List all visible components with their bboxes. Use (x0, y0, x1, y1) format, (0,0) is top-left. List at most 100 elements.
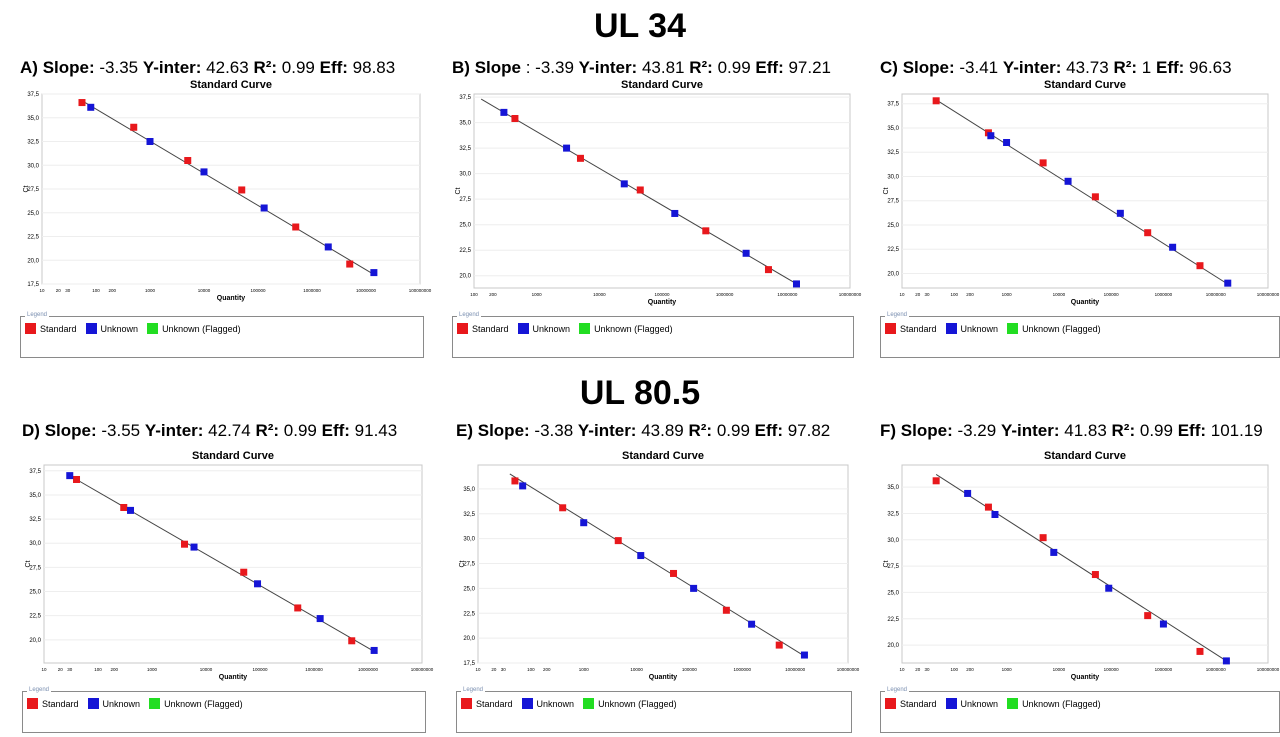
unknown-point (1159, 620, 1167, 628)
y-tick-label: 30,0 (27, 163, 39, 169)
yinter-value: 42.63 (206, 58, 249, 77)
y-tick-label: 25,0 (463, 586, 475, 592)
unknown-point (671, 209, 679, 217)
standard-curve-svg: Standard Curve 20,0 22,5 25,0 27,5 30,0 32,5 35… (455, 79, 862, 306)
y-tick-label: 35,0 (887, 126, 899, 132)
legend-items: Standard Unknown Unknown (Flagged) (461, 698, 686, 709)
standard-point (670, 569, 678, 577)
y-tick-label: 32,5 (29, 517, 41, 523)
y-tick-label: 27,5 (463, 562, 475, 568)
y-axis-label: Ct (25, 560, 32, 567)
x-tick-label: 1000 (532, 292, 543, 297)
slope-label: Slope: (900, 421, 953, 440)
legend-label: Unknown (Flagged) (1022, 698, 1101, 709)
x-tick-label: 200 (108, 288, 116, 293)
legend-item: Unknown (945, 323, 998, 334)
y-tick-label: 30,0 (463, 537, 475, 543)
standard-curve-svg: Standard Curve 20,0 22,5 25,0 27,5 30,0 32,5 35… (883, 450, 1280, 681)
legend-item: Unknown (Flagged) (579, 323, 673, 334)
standard-point (932, 477, 940, 485)
unknown-point (637, 552, 645, 560)
unknown-point (987, 132, 995, 140)
standard-point (722, 606, 730, 614)
standard-point (238, 186, 246, 194)
x-tick-label: 100000000 (411, 667, 434, 672)
x-axis-label: Quantity (217, 295, 245, 302)
legend-item: Unknown (Flagged) (147, 323, 241, 334)
y-axis-label: Ct (459, 560, 466, 567)
x-axis-label: Quantity (219, 674, 247, 681)
y-tick-label: 30,0 (887, 538, 899, 544)
chart-title: Standard Curve (1044, 79, 1126, 91)
legend-item: Unknown (521, 698, 574, 709)
x-tick-label: 1000 (579, 667, 590, 672)
y-tick-label: 32,5 (27, 140, 39, 146)
yinter-value: 43.73 (1066, 58, 1109, 77)
y-tick-label: 35,0 (887, 485, 899, 491)
legend-title: Legend (25, 312, 50, 318)
y-tick-label: 35,0 (27, 116, 39, 122)
standard-point (984, 503, 992, 511)
panel-letter: C) (880, 58, 898, 77)
legend-swatch (517, 323, 529, 334)
x-tick-label: 1000000 (1155, 667, 1173, 672)
y-tick-label: 20,0 (29, 638, 41, 644)
y-tick-label: 27,5 (459, 197, 471, 203)
standard-point (932, 97, 940, 105)
x-tick-label: 100000 (1104, 292, 1120, 297)
x-tick-label: 1000000 (303, 288, 321, 293)
unknown-point (792, 280, 800, 288)
standard-point (78, 99, 86, 107)
standard-curve-chart: Standard Curve 20,0 22,5 25,0 27,5 30,0 32,5 35… (880, 450, 1280, 689)
standard-point (775, 641, 783, 649)
r2-label: R²: (688, 421, 713, 440)
y-tick-label: 30,0 (459, 172, 471, 178)
chart-panel: A) Slope: -3.35 Y-inter: 42.63 R²: 0.99 … (20, 58, 432, 362)
legend-label: Standard (40, 323, 77, 334)
x-tick-label: 100 (951, 292, 959, 297)
plot-area (901, 93, 1269, 289)
x-tick-label: 30 (65, 288, 71, 293)
eff-value: 97.21 (788, 58, 832, 77)
legend-box: Legend Standard Unknown Unknown (Flagged) (880, 312, 1280, 358)
standard-curve-svg: Standard Curve 20,0 22,5 25,0 27,5 30,0 32,5 35… (25, 450, 434, 681)
eff-value: 101.19 (1210, 421, 1263, 440)
legend-items: Standard Unknown Unknown (Flagged) (27, 698, 252, 709)
y-tick-label: 22,5 (887, 617, 899, 623)
legend-label: Unknown (102, 698, 141, 709)
x-tick-label: 100000000 (1257, 667, 1280, 672)
x-tick-label: 200 (966, 667, 974, 672)
x-tick-label: 10000 (1053, 667, 1066, 672)
legend-title: Legend (885, 312, 910, 318)
panel-caption: E) Slope: -3.38 Y-inter: 43.89 R²: 0.99 … (456, 421, 830, 441)
y-tick-label: 20,0 (887, 271, 899, 277)
x-tick-label: 200 (543, 667, 551, 672)
legend-items: Standard Unknown Unknown (Flagged) (25, 323, 250, 334)
r2-label: R²: (689, 58, 713, 77)
legend-swatch (87, 698, 99, 709)
eff-label: Eff: (319, 58, 348, 77)
eff-label: Eff: (1177, 421, 1207, 440)
y-tick-label: 20,0 (459, 274, 471, 280)
standard-point (240, 568, 248, 576)
x-axis-label: Quantity (1071, 299, 1099, 306)
panel-letter: D) (22, 421, 40, 440)
standard-point (1144, 229, 1152, 237)
x-tick-label: 100000 (1104, 667, 1120, 672)
legend-items: Standard Unknown Unknown (Flagged) (885, 698, 1110, 709)
y-tick-label: 22,5 (887, 247, 899, 253)
x-tick-label: 1000 (1002, 292, 1013, 297)
x-tick-label: 10 (475, 667, 481, 672)
y-tick-label: 35,0 (29, 493, 41, 499)
chart-panel: F) Slope: -3.29 Y-inter: 41.83 R²: 0.99 … (880, 421, 1280, 737)
y-tick-label: 30,0 (887, 174, 899, 180)
legend-item: Unknown (87, 698, 141, 709)
panel-letter: A) (20, 58, 38, 77)
standard-point (130, 123, 138, 131)
unknown-point (1169, 243, 1177, 251)
legend-swatch (1007, 698, 1019, 709)
legend-title: Legend (27, 687, 52, 693)
y-tick-label: 25,0 (887, 223, 899, 229)
legend-item: Unknown (Flagged) (1007, 323, 1101, 334)
unknown-point (742, 249, 750, 257)
